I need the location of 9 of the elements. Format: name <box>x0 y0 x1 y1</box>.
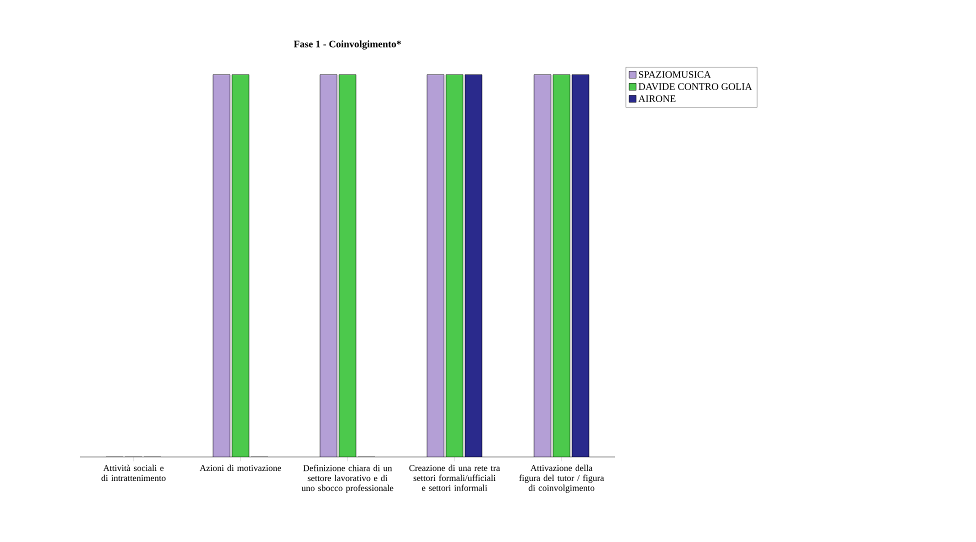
legend-label: SPAZIOMUSICA <box>638 71 711 78</box>
chart-title: Fase 1 - Coinvolgimento* <box>294 40 401 50</box>
x-tick-label: Definizione chiara di un settore lavorativo e di uno sbocco professionale <box>302 464 394 493</box>
legend-label: AIRONE <box>638 95 676 102</box>
legend-label: DAVIDE CONTRO GOLIA <box>638 83 752 90</box>
x-tick-label: Creazione di una rete tra settori formali/ufficiali e settori informali <box>409 464 500 491</box>
x-tick-label: Attività sociali e di intrattenimento <box>101 464 166 482</box>
x-tick-label: Azioni di motivazione <box>200 464 282 472</box>
x-tick-label: Attivazione della figura del tutor / figura di coinvolgimento <box>519 464 604 493</box>
